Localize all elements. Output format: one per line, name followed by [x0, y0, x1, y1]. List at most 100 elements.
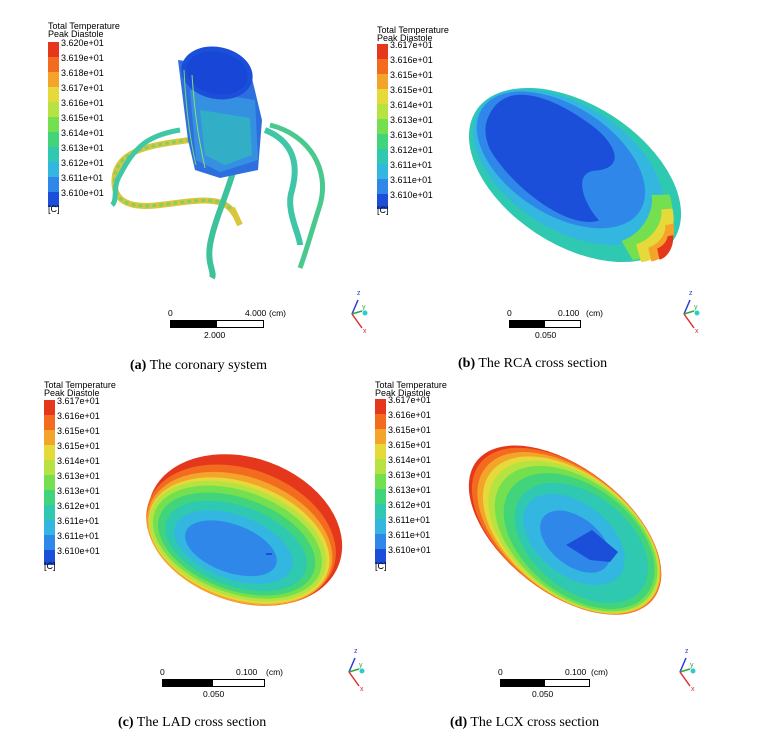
legend-label: 3.613e+01 — [390, 130, 433, 140]
legend-swatch — [44, 550, 55, 565]
axis-label-x: x — [691, 686, 695, 693]
vessel-left-1 — [110, 127, 181, 207]
legend-label: 3.614e+01 — [390, 100, 433, 110]
legend-label: 3.617e+01 — [61, 83, 104, 93]
legend-label: 3.615e+01 — [388, 425, 431, 435]
scale-mid: 2.000 — [204, 330, 226, 340]
legend-label: 3.615e+01 — [390, 70, 433, 80]
axis-label-z: z — [354, 648, 358, 655]
caption-letter: (d) — [450, 715, 468, 730]
vessel-lcx — [263, 127, 303, 246]
legend-swatch — [375, 459, 386, 474]
legend-label: 3.613e+01 — [388, 470, 431, 480]
scale-unit: (cm) — [269, 308, 286, 318]
legend-label: 3.615e+01 — [57, 426, 100, 436]
legend-swatch — [48, 192, 59, 207]
caption-letter: (a) — [130, 358, 147, 373]
legend-label: 3.616e+01 — [388, 410, 431, 420]
legend-swatch — [377, 149, 388, 164]
legend-label: 3.611e+01 — [388, 530, 431, 540]
legend-swatch — [375, 429, 386, 444]
lad-contour — [146, 454, 343, 606]
panel-lad-cross-section: Total Temperature Peak Diastole 3.617e+0… — [44, 380, 365, 731]
legend-label: 3.613e+01 — [390, 115, 433, 125]
scale-bar — [509, 320, 581, 328]
axis-label-z: z — [689, 290, 693, 297]
legend-label: 3.611e+01 — [390, 175, 433, 185]
legend-label: 3.616e+01 — [61, 98, 104, 108]
legend-swatch — [44, 535, 55, 550]
scale-bar — [162, 679, 265, 687]
legend-swatch — [44, 490, 55, 505]
legend-title: Total Temperature — [375, 380, 447, 390]
rca-contour — [468, 87, 682, 263]
legend-unit: [C] — [48, 204, 60, 214]
legend-swatch — [44, 415, 55, 430]
legend-swatch — [48, 102, 59, 117]
caption: (a) The coronary system — [130, 358, 267, 374]
legend-title: Total Temperature — [44, 380, 116, 390]
scale-right: 0.100 — [558, 308, 580, 318]
legend-label: 3.617e+01 — [57, 396, 100, 406]
legend-swatch — [375, 549, 386, 564]
legend-title: Total Temperature — [48, 21, 120, 31]
legend-swatch — [44, 400, 55, 415]
legend-swatch — [48, 42, 59, 57]
caption-text: The LAD cross section — [136, 715, 267, 730]
scale-bar — [500, 679, 590, 687]
caption: (d) The LCX cross section — [450, 715, 599, 731]
legend-label: 3.610e+01 — [61, 188, 104, 198]
scale-right: 0.100 — [565, 667, 587, 677]
legend-swatch — [375, 489, 386, 504]
legend-swatch — [375, 474, 386, 489]
legend-swatch — [377, 74, 388, 89]
legend-label: 3.613e+01 — [57, 486, 100, 496]
scale-mid: 0.050 — [532, 689, 554, 699]
coronary-system-render — [110, 46, 326, 280]
scale-right: 0.100 — [236, 667, 258, 677]
axis-label-z: z — [685, 648, 689, 655]
vessel-lcx-2 — [269, 122, 326, 269]
legend-swatch — [44, 505, 55, 520]
legend-unit: [C] — [375, 561, 387, 571]
legend-swatch — [375, 534, 386, 549]
legend-label: 3.616e+01 — [57, 411, 100, 421]
legend-label: 3.619e+01 — [61, 53, 104, 63]
legend-label: 3.615e+01 — [390, 85, 433, 95]
legend-label: 3.611e+01 — [57, 531, 100, 541]
legend-label: 3.615e+01 — [388, 440, 431, 450]
legend-label: 3.610e+01 — [57, 546, 100, 556]
caption: (b) The RCA cross section — [458, 356, 607, 372]
axis-label-z: z — [357, 290, 361, 297]
legend-label: 3.613e+01 — [61, 143, 104, 153]
caption: (c) The LAD cross section — [118, 715, 266, 731]
legend-swatch — [44, 520, 55, 535]
legend-swatch — [377, 89, 388, 104]
legend-label: 3.613e+01 — [57, 471, 100, 481]
panel-coronary-system: Total Temperature Peak Diastole 3.620e+0… — [0, 0, 386, 380]
scale-unit: (cm) — [266, 667, 283, 677]
legend-label: 3.620e+01 — [61, 38, 104, 48]
legend-swatch — [44, 460, 55, 475]
legend-subtitle: Peak Diastole — [44, 388, 100, 398]
legend-swatch — [377, 164, 388, 179]
axis-label-y: y — [362, 304, 366, 311]
legend-swatch — [377, 194, 388, 209]
legend-label: 3.611e+01 — [390, 160, 433, 170]
legend-label: 3.611e+01 — [57, 516, 100, 526]
legend-label: 3.611e+01 — [61, 173, 104, 183]
axis-label-x: x — [695, 328, 699, 335]
legend-label: 3.611e+01 — [388, 515, 431, 525]
legend-swatch — [377, 179, 388, 194]
scale-unit: (cm) — [586, 308, 603, 318]
legend-label: 3.612e+01 — [390, 145, 433, 155]
legend-swatch — [48, 87, 59, 102]
vessel-tip — [229, 206, 243, 227]
legend-swatch — [375, 414, 386, 429]
caption-text: The RCA cross section — [478, 356, 608, 371]
legend-swatch — [377, 59, 388, 74]
